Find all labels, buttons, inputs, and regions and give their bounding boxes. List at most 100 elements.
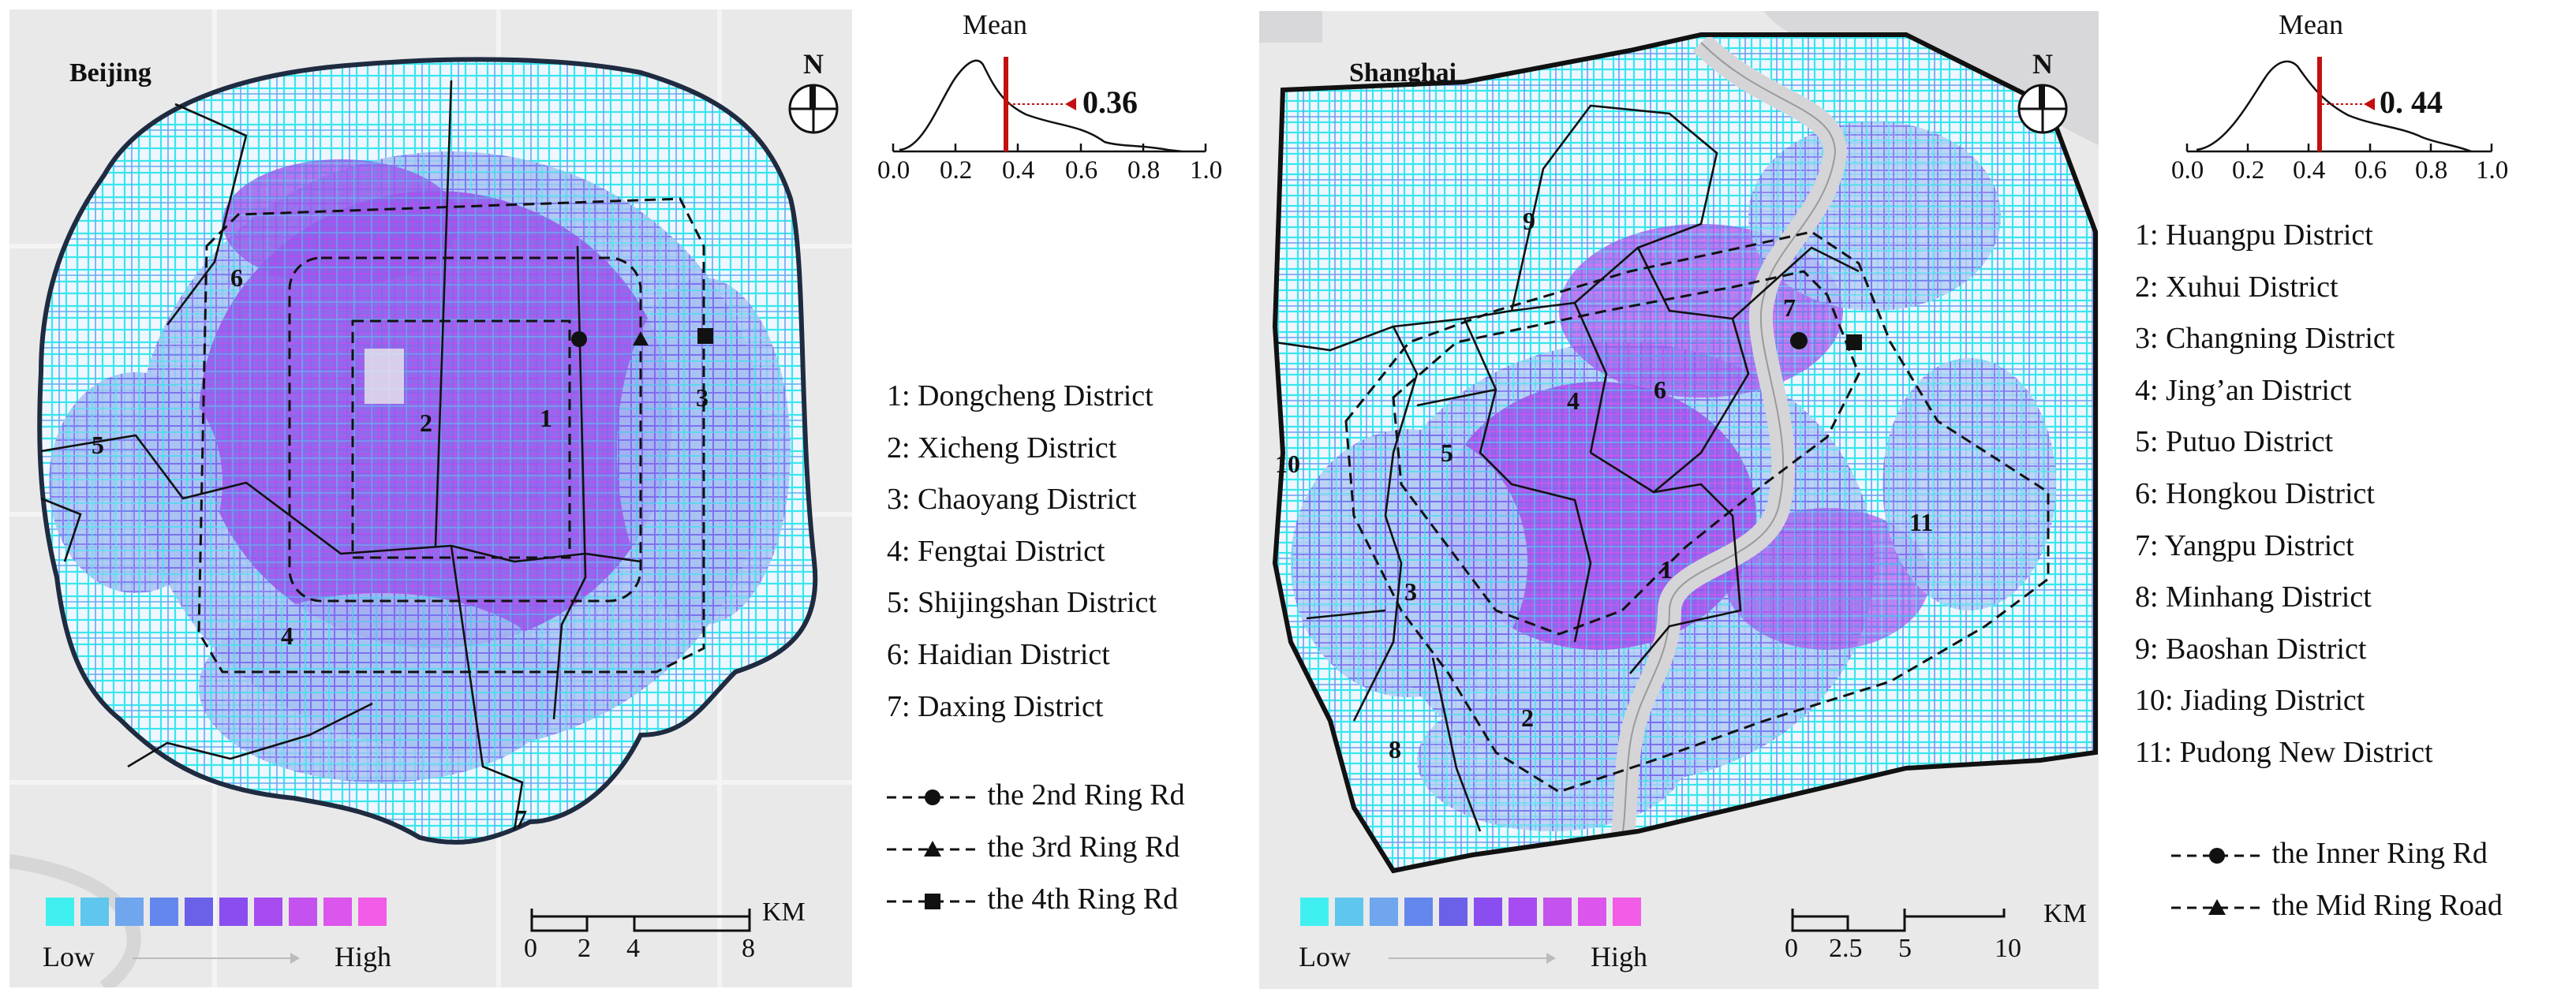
scale-tick: 0 [1785, 934, 1798, 963]
legend-arrow-icon [133, 953, 300, 964]
district-label-2: 2 [420, 409, 432, 437]
scale-unit: KM [762, 898, 806, 927]
district-label-5: 5 [92, 431, 104, 459]
ring-item-inner: the Inner Ring Rd [2170, 836, 2488, 871]
ring-label: the 4th Ring Rd [987, 883, 1179, 916]
beijing-map-graphic [9, 9, 852, 987]
intensity-legend-beijing [46, 898, 387, 926]
scale-bar-shanghai [1791, 909, 2006, 932]
district-label-5: 5 [1441, 439, 1453, 467]
x-tick: 0.0 [877, 156, 910, 185]
scale-tick: 2 [578, 934, 591, 963]
legend-arrow-icon [1389, 953, 1556, 964]
distribution-beijing: Mean 0.36 0.0 0.2 0.4 0.6 0.8 1.0 [868, 8, 1231, 197]
district-item: 4: Fengtai District [887, 534, 1105, 568]
legend-swatch-4 [150, 898, 178, 926]
north-label: N [803, 48, 824, 80]
legend-swatch-9 [323, 898, 352, 926]
scale-unit: KM [2043, 899, 2087, 928]
north-label: N [2032, 48, 2053, 80]
district-label-6: 6 [1654, 375, 1666, 404]
ring-label: the Inner Ring Rd [2271, 837, 2488, 870]
ring-legend-beijing: the 2nd Ring Rd the 3rd Ring Rd the 4th … [885, 778, 1264, 943]
district-item: 9: Baoshan District [2135, 632, 2367, 666]
north-arrow-icon: N [1999, 47, 2086, 142]
density-curve [892, 57, 1207, 153]
district-label-9: 9 [1523, 207, 1535, 235]
ring-item-2nd: the 2nd Ring Rd [885, 778, 1185, 812]
map-title-shanghai: Shanghai [1349, 58, 1457, 88]
square-marker-icon [887, 894, 978, 910]
legend-swatch-9 [1578, 898, 1606, 926]
distribution-shanghai: Mean 0. 44 0.0 0.2 0.4 0.6 0.8 1.0 [2162, 8, 2525, 197]
mean-label: Mean [2279, 9, 2343, 40]
legend-swatch-2 [80, 898, 109, 926]
x-tick: 0.2 [940, 156, 973, 185]
legend-swatch-10 [1613, 898, 1641, 926]
legend-low-label: Low [1299, 941, 1351, 972]
district-item: 10: Jiading District [2135, 684, 2365, 718]
x-tick: 0.4 [1002, 156, 1035, 185]
district-item: 3: Changning District [2135, 322, 2395, 356]
district-item: 1: Huangpu District [2135, 218, 2373, 252]
district-item: 8: Minhang District [2135, 580, 2372, 614]
legend-swatch-6 [219, 898, 248, 926]
beijing-map: Beijing N 1 2 3 4 5 6 7 [9, 9, 852, 987]
ring-label: the 3rd Ring Rd [987, 830, 1180, 864]
4th-ring-marker [697, 328, 713, 344]
2nd-ring-marker [571, 331, 587, 347]
district-item: 5: Shijingshan District [887, 586, 1157, 620]
scale-tick: 5 [1898, 934, 1912, 963]
district-label-8: 8 [1389, 735, 1401, 763]
scale-tick: 10 [1995, 934, 2021, 963]
x-tick: 1.0 [1190, 156, 1223, 185]
legend-swatch-7 [254, 898, 282, 926]
legend-high-label: High [335, 941, 391, 972]
district-list-shanghai: 1: Huangpu District 2: Xuhui District 3:… [2135, 210, 2433, 779]
ring-item-4th: the 4th Ring Rd [885, 882, 1178, 916]
district-label-4: 4 [1567, 386, 1580, 415]
x-tick: 0.4 [2293, 156, 2326, 185]
scale-tick: 4 [626, 934, 640, 963]
legend-swatch-8 [1543, 898, 1572, 926]
mean-value: 0. 44 [2380, 84, 2443, 120]
district-label-3: 3 [1404, 577, 1417, 606]
north-arrow-icon: N [770, 47, 852, 142]
legend-swatch-7 [1509, 898, 1537, 926]
circle-marker-icon [887, 789, 978, 806]
district-item: 7: Yangpu District [2135, 528, 2354, 562]
district-label-1: 1 [1660, 555, 1673, 584]
x-tick: 1.0 [2476, 156, 2509, 185]
x-tick: 0.6 [1065, 156, 1098, 185]
legend-high-label: High [1591, 941, 1647, 972]
x-tick: 0.8 [2415, 156, 2448, 185]
district-label-7: 7 [1783, 293, 1796, 322]
district-label-4: 4 [281, 621, 293, 650]
district-item: 4: Jing’an District [2135, 373, 2352, 407]
scale-bar-beijing [530, 909, 751, 932]
map-title-beijing: Beijing [69, 58, 151, 88]
x-tick: 0.6 [2354, 156, 2387, 185]
legend-swatch-1 [46, 898, 74, 926]
legend-swatch-5 [1439, 898, 1467, 926]
intensity-legend-shanghai [1300, 898, 1641, 926]
legend-swatch-6 [1474, 898, 1502, 926]
district-item: 1: Dongcheng District [887, 379, 1153, 412]
legend-swatch-8 [289, 898, 317, 926]
legend-swatch-2 [1335, 898, 1363, 926]
ring-legend-shanghai: the Inner Ring Rd the Mid Ring Road [2170, 836, 2564, 946]
district-item: 2: Xicheng District [887, 431, 1117, 465]
district-label-3: 3 [696, 383, 708, 412]
legend-swatch-5 [185, 898, 213, 926]
district-item: 11: Pudong New District [2135, 735, 2433, 769]
ring-label: the 2nd Ring Rd [987, 778, 1185, 812]
mean-label: Mean [963, 9, 1027, 40]
legend-swatch-4 [1404, 898, 1433, 926]
inner-ring-marker [1790, 332, 1808, 349]
district-item: 5: Putuo District [2135, 425, 2334, 459]
scale-tick: 0 [524, 934, 537, 963]
mean-value: 0.36 [1082, 84, 1138, 120]
legend-swatch-3 [1370, 898, 1398, 926]
district-item: 6: Hongkou District [2135, 476, 2375, 510]
mid-ring-marker [1846, 334, 1862, 350]
